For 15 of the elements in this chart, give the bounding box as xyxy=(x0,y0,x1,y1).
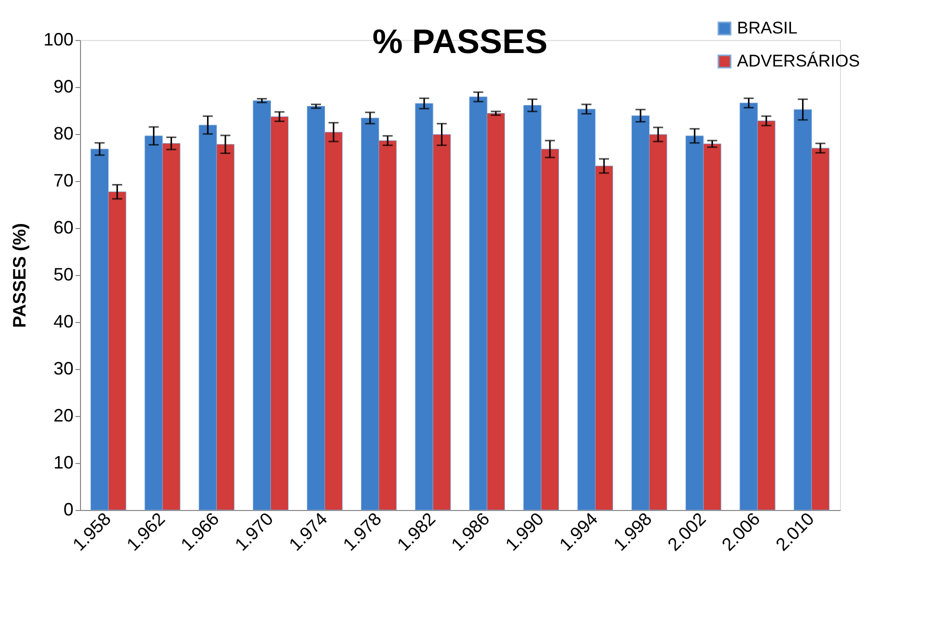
legend-label: BRASIL xyxy=(737,18,798,38)
y-tick-label: 0 xyxy=(63,500,74,520)
y-tick-label: 40 xyxy=(53,312,74,332)
y-tick-label: 90 xyxy=(53,76,74,96)
y-tick-label: 100 xyxy=(43,30,74,50)
y-tick-label: 20 xyxy=(53,406,74,426)
y-tick-label: 70 xyxy=(53,170,74,190)
y-tick-label: 10 xyxy=(53,452,74,472)
chart-title: % PASSES xyxy=(372,23,548,61)
y-axis-title: PASSES (%) xyxy=(9,223,30,328)
legend-label: ADVERSÁRIOS xyxy=(737,52,860,70)
y-tick-label: 30 xyxy=(53,358,74,378)
y-tick-label: 60 xyxy=(53,218,74,238)
y-tick-label: 80 xyxy=(53,124,74,144)
y-tick-label: 50 xyxy=(53,264,74,284)
